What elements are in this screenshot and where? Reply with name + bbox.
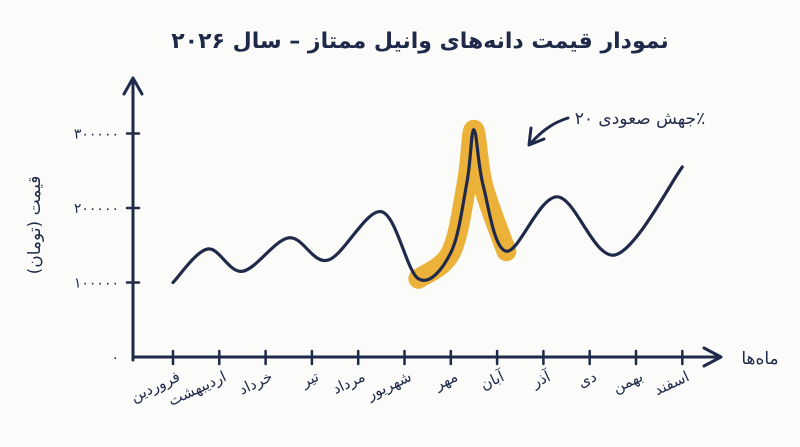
series-group	[171, 128, 684, 285]
x-tick-label: تیر	[298, 367, 322, 391]
y-tick-label: ۱۰۰۰۰۰	[74, 276, 119, 292]
annotation-arrowhead	[527, 126, 546, 147]
y-tick-label: ۳۰۰۰۰۰	[74, 127, 119, 143]
annotation-arrow	[530, 116, 570, 144]
y-tick-group: ۰ ۱۰۰۰۰۰ ۲۰۰۰۰۰ ۳۰۰۰۰۰	[74, 127, 141, 366]
x-tick-label: خرداد	[236, 367, 275, 398]
x-tick-label: آذر	[528, 367, 554, 392]
y-axis-arrow	[122, 76, 144, 96]
x-tick-label: دی	[575, 367, 599, 391]
chart-title: نمودار قیمت دانه‌های وانیل ممتاز – سال ۲…	[171, 29, 669, 54]
x-tick-label: اسفند	[651, 367, 692, 399]
x-tick-label: مهر	[431, 367, 461, 394]
price-line	[171, 128, 684, 285]
surge-annotation: جهش صعودی ۲۰٪	[575, 109, 706, 129]
x-axis-arrow	[702, 346, 723, 368]
x-axis-label: ماه‌ها	[741, 349, 778, 369]
x-tick-label: بهمن	[610, 367, 646, 396]
y-tick-label: ۰	[111, 350, 119, 366]
y-tick-label: ۲۰۰۰۰۰	[74, 201, 119, 217]
x-tick-label: شهریور	[363, 367, 414, 404]
x-tick-label: آبان	[477, 367, 507, 394]
x-tick-label: مرداد	[330, 367, 368, 398]
y-axis-label: قیمت (تومان)	[25, 176, 45, 275]
